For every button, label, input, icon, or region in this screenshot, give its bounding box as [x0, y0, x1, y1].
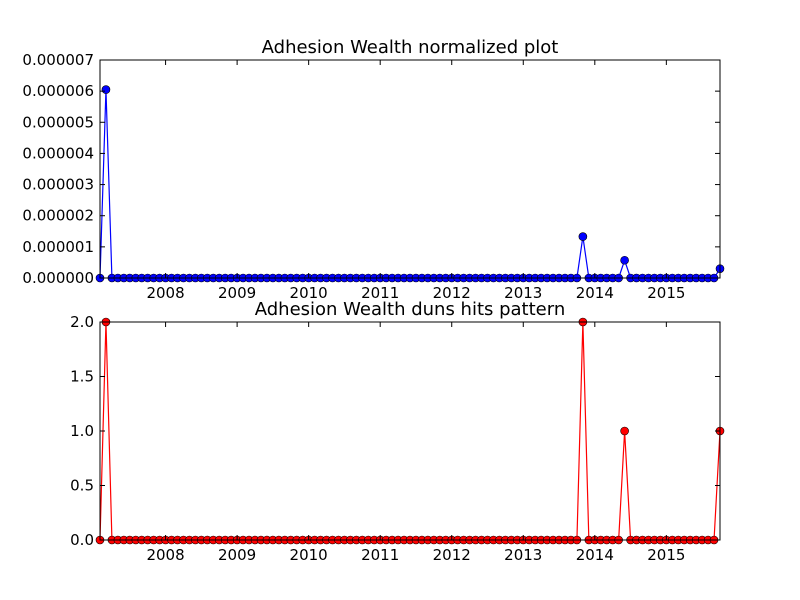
normalized-y-tick-label: 0.000000 — [22, 269, 94, 287]
normalized-x-tick-label: 2008 — [146, 284, 184, 302]
normalized-x-tick-label: 2014 — [576, 284, 614, 302]
duns-hits-y-tick-label: 1.0 — [70, 422, 94, 440]
duns-hits-title: Adhesion Wealth duns hits pattern — [255, 299, 566, 320]
normalized-point — [101, 85, 111, 94]
duns-hits-y-tick-label: 1.5 — [70, 368, 94, 386]
normalized-y-tick-label: 0.000006 — [22, 82, 94, 100]
duns-hits-ticks: 0.0 0.5 1.0 1.5 2.0 2008 2009 2010 2011 2012 2013 2… — [70, 313, 720, 564]
normalized-x-tick-label: 2013 — [504, 284, 542, 302]
normalized-x-tick-label: 2012 — [433, 284, 471, 302]
normalized-x-tick-label: 2010 — [290, 284, 328, 302]
normalized-y-tick-label: 0.000007 — [22, 51, 94, 69]
normalized-y-tick-label: 0.000003 — [22, 176, 94, 194]
normalized-point — [578, 232, 588, 241]
normalized-x-tick-label: 2011 — [361, 284, 399, 302]
normalized-y-tick-label: 0.000001 — [22, 238, 94, 256]
duns-hits-x-tick-label: 2010 — [290, 546, 328, 564]
duns-hits-y-tick-label: 2.0 — [70, 313, 94, 331]
duns-hits-x-tick-label: 2014 — [576, 546, 614, 564]
duns-hits-x-tick-label: 2013 — [504, 546, 542, 564]
normalized-x-tick-label: 2009 — [218, 284, 256, 302]
duns-hits-point — [620, 426, 629, 436]
normalized-plot-panel: Adhesion Wealth normalized plot 0.000000… — [22, 37, 725, 302]
duns-hits-panel: Adhesion Wealth duns hits pattern 0.0 0.5… — [70, 299, 725, 564]
normalized-y-tick-label: 0.000005 — [22, 113, 94, 131]
duns-hits-x-tick-label: 2011 — [361, 546, 399, 564]
duns-hits-x-tick-label: 2008 — [146, 546, 184, 564]
duns-hits-y-tick-label: 0.5 — [70, 477, 94, 495]
normalized-y-tick-label: 0.000002 — [22, 207, 94, 225]
duns-hits-x-tick-label: 2012 — [433, 546, 471, 564]
normalized-x-tick-label: 2015 — [647, 284, 685, 302]
normalized-plot-ticks: 0.000000 0.000001 0.000002 0.000003 0.000004… — [22, 51, 720, 302]
normalized-plot-frame — [99, 59, 721, 279]
duns-hits-y-tick-label: 0.0 — [70, 531, 94, 549]
normalized-point — [620, 255, 629, 265]
duns-hits-x-tick-label: 2015 — [647, 546, 685, 564]
normalized-plot-title: Adhesion Wealth normalized plot — [262, 37, 559, 58]
duns-hits-x-tick-label: 2009 — [218, 546, 256, 564]
normalized-y-tick-label: 0.000004 — [22, 144, 94, 162]
